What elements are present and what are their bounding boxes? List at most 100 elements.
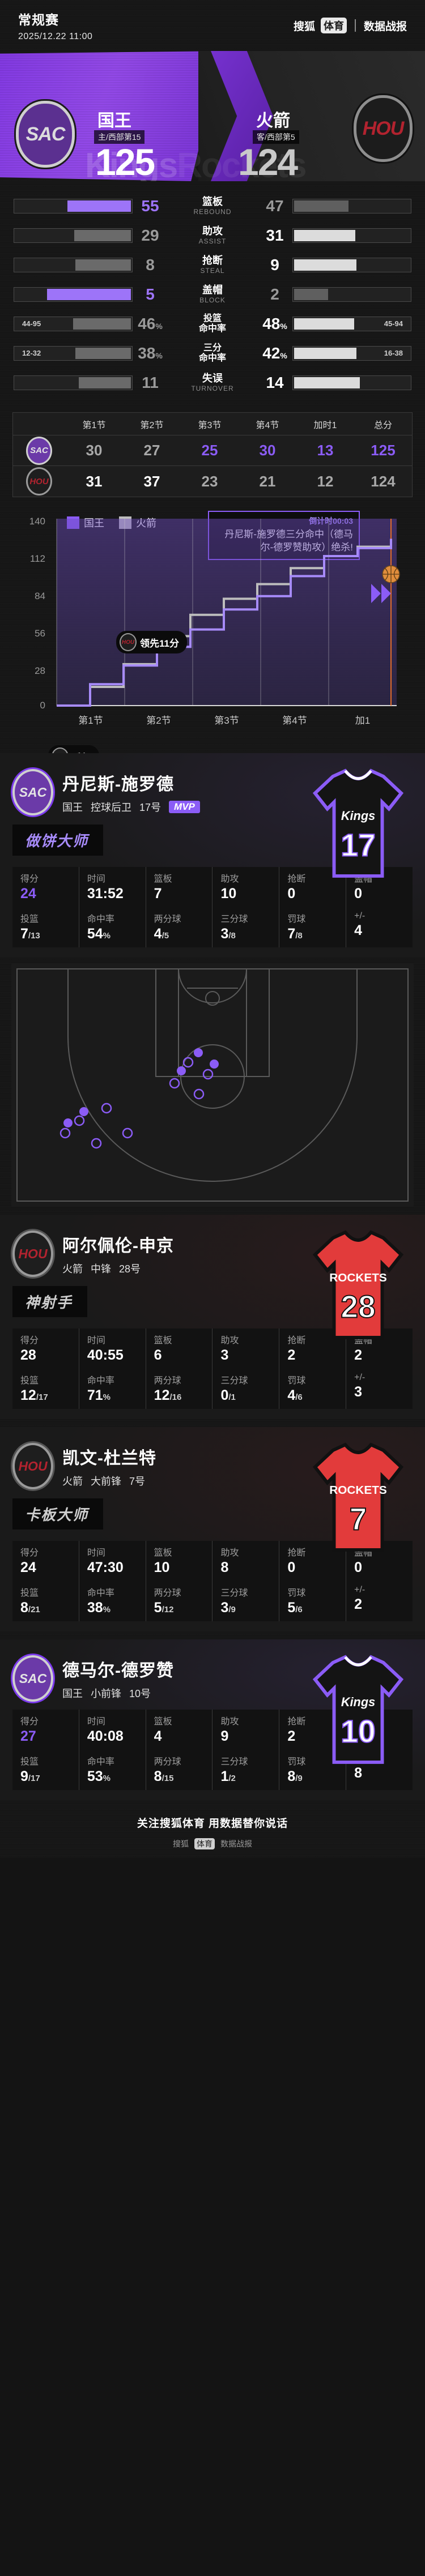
quarter-header-cell: 第1节 <box>82 420 106 430</box>
player-cards-section: Kings 17 SAC 丹尼斯-施罗德 国王 控球后卫 17号 MVP 做饼大师 得分 24 时间 3… <box>0 753 425 1800</box>
player-stat-value: 0 <box>287 1560 296 1575</box>
brand-report-text: 数据战报 <box>363 20 407 33</box>
player-stat-key: 抢断 <box>287 874 306 884</box>
player-stat-value: 27 <box>20 1728 36 1744</box>
player-jersey-graphic: ROCKETS 7 <box>312 1442 404 1552</box>
player-name: 丹尼斯-施罗德 <box>62 775 174 794</box>
team-compare-row: 12-32 38% 三分 命中率 42% 16-38 <box>14 339 411 368</box>
player-stat-key: 命中率 <box>87 1757 114 1767</box>
team-compare-row: 44-95 46% 投篮 命中率 48% 45-94 <box>14 309 411 339</box>
quarter-header-cell: 第4节 <box>256 420 279 430</box>
player-stat-cell: 罚球 7/8 <box>279 907 347 947</box>
away-stat-bar <box>292 375 411 390</box>
player-stat-cell: 抢断 0 <box>279 867 347 907</box>
away-stat-bar: 16-38 <box>292 346 411 361</box>
player-stat-key: 得分 <box>20 1336 39 1345</box>
player-stat-cell: 时间 40:55 <box>79 1328 146 1369</box>
player-stat-value: 8 <box>354 1765 363 1781</box>
footer-brand-sports: 体育 <box>194 1838 215 1849</box>
player-stat-value: 53% <box>87 1768 110 1784</box>
team-compare-row: 8 抢断 STEAL 9 <box>14 250 411 280</box>
player-stat-value: 9/17 <box>20 1768 40 1784</box>
player-stat-cell: 得分 27 <box>12 1710 79 1750</box>
player-stat-value: 10 <box>154 1560 170 1575</box>
player-team-logo-icon: HOU <box>12 1443 53 1489</box>
team-compare-row: 11 失误 TURNOVER 14 <box>14 368 411 398</box>
player-jersey-graphic: Kings 17 <box>312 768 404 878</box>
stat-label-en: BLOCK <box>199 296 226 304</box>
player-stat-cell: 助攻 9 <box>212 1710 280 1750</box>
stat-label-cn2: 命中率 <box>198 324 226 334</box>
player-stat-key: 得分 <box>20 874 39 884</box>
player-stat-key: 抢断 <box>287 1336 306 1345</box>
quarter-score-cell: 30 <box>86 442 103 459</box>
player-stat-cell: 篮板 6 <box>146 1328 213 1369</box>
team-compare-row: 29 助攻 ASSIST 31 <box>14 221 411 250</box>
player-meta: 火箭 大前锋 7号 <box>62 1473 156 1488</box>
player-stat-value: 0 <box>354 1560 363 1575</box>
home-team-score: 125 <box>95 141 155 181</box>
player-stat-cell: 罚球 4/6 <box>279 1369 347 1409</box>
player-stat-key: 助攻 <box>220 874 239 884</box>
player-stat-value: 40:08 <box>87 1728 124 1744</box>
away-stat-value: 31 <box>266 227 284 244</box>
league-label: 常规赛 <box>18 12 59 27</box>
stat-label-en: STEAL <box>200 266 225 275</box>
player-stat-value: 8/9 <box>287 1768 303 1784</box>
away-stat-bar: 45-94 <box>292 317 411 331</box>
player-jersey-graphic: Kings 10 <box>312 1655 404 1764</box>
player-stat-key: 罚球 <box>287 1757 306 1767</box>
player-stat-value: 40:55 <box>87 1347 124 1363</box>
quarter-score-cell: 12 <box>317 472 334 490</box>
player-stat-cell: 得分 24 <box>12 867 79 907</box>
player-card: ROCKETS 7 HOU 凯文-杜兰特 火箭 大前锋 7号 卡板大师 得分 24 时间 47:30 篮… <box>0 1427 425 1631</box>
player-name: 德马尔-德罗赞 <box>62 1661 174 1680</box>
player-stat-value: 24 <box>20 1560 36 1575</box>
stat-label-cn: 投篮 <box>203 313 222 323</box>
home-stat-fraction: 44-95 <box>22 319 41 328</box>
y-tick-28: 28 <box>35 665 45 676</box>
brand-sohu-text: 搜狐 <box>293 20 315 33</box>
player-team: 火箭 <box>62 1263 83 1275</box>
x-tick-q2: 第2节 <box>146 715 171 726</box>
y-tick-112: 112 <box>30 553 45 564</box>
player-stat-cell: 助攻 8 <box>212 1541 280 1581</box>
x-tick-q4: 第4节 <box>282 715 307 726</box>
player-identity: 凯文-杜兰特 火箭 大前锋 7号 <box>62 1444 156 1488</box>
player-number: 28号 <box>119 1263 141 1275</box>
away-stat-bar <box>292 199 411 213</box>
player-stat-value: 5/12 <box>154 1600 174 1616</box>
player-meta: 火箭 中锋 28号 <box>62 1261 174 1276</box>
player-tag-text: 神射手 <box>25 1294 73 1311</box>
away-team-score: 124 <box>238 141 298 181</box>
team-compare-row: 5 盖帽 BLOCK 2 <box>14 280 411 309</box>
player-stat-cell: 两分球 4/5 <box>146 907 213 947</box>
player-stat-value: 6 <box>154 1347 162 1363</box>
player-stat-cell: 时间 47:30 <box>79 1541 146 1581</box>
player-shot-chart <box>11 963 414 1207</box>
player-team: 火箭 <box>62 1476 83 1487</box>
player-stat-value: 28 <box>20 1347 36 1363</box>
quarter-score-cell: 21 <box>259 472 276 490</box>
player-stat-value: 10 <box>220 886 237 902</box>
player-card: Kings 17 SAC 丹尼斯-施罗德 国王 控球后卫 17号 MVP 做饼大师 得分 24 时间 3… <box>0 753 425 958</box>
stat-label: 三分 命中率 <box>168 343 257 364</box>
x-tick-q1: 第1节 <box>78 715 103 726</box>
player-stat-key: 时间 <box>87 1548 105 1558</box>
player-stat-value: 1/2 <box>220 1768 236 1784</box>
player-header: SAC 丹尼斯-施罗德 国王 控球后卫 17号 MVP <box>12 769 413 815</box>
player-stat-cell: 投篮 7/13 <box>12 907 79 947</box>
player-stat-cell: 命中率 53% <box>79 1750 146 1790</box>
player-stat-value: 0/1 <box>220 1387 236 1403</box>
brand-sports-chip: 体育 <box>320 18 347 33</box>
home-stat-bar <box>14 375 133 390</box>
player-stat-key: +/- <box>354 911 366 921</box>
player-stat-cell: 投篮 8/21 <box>12 1581 79 1621</box>
x-tick-ot: 加1 <box>355 715 370 726</box>
player-stat-cell: 三分球 1/2 <box>212 1750 280 1790</box>
player-tag-text: 做饼大师 <box>25 832 89 849</box>
player-stat-key: +/- <box>354 1585 366 1595</box>
footer-brand: 搜狐 体育 数据战报 <box>0 1838 425 1849</box>
player-position: 中锋 <box>91 1263 111 1275</box>
player-team: 国王 <box>62 1688 83 1699</box>
